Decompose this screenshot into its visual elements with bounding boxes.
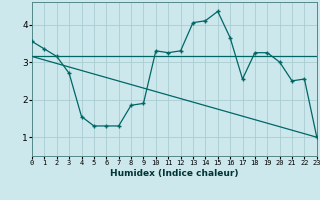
X-axis label: Humidex (Indice chaleur): Humidex (Indice chaleur) [110, 169, 239, 178]
